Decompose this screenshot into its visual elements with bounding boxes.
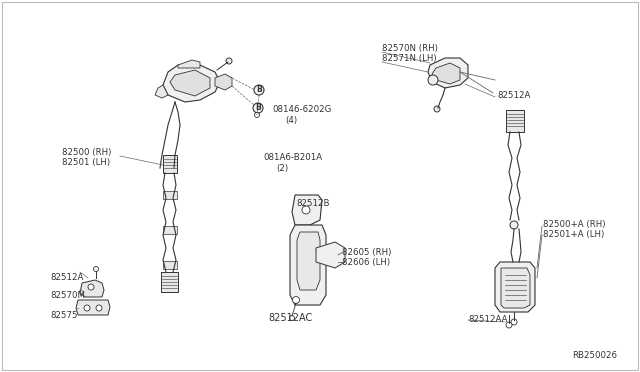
Circle shape	[428, 75, 438, 85]
Text: (2): (2)	[276, 164, 288, 173]
Polygon shape	[215, 74, 232, 90]
Polygon shape	[170, 70, 210, 96]
Polygon shape	[501, 268, 530, 308]
Polygon shape	[76, 300, 110, 315]
Text: RB250026: RB250026	[572, 352, 617, 360]
Polygon shape	[163, 191, 177, 199]
Text: 82512A: 82512A	[50, 273, 83, 282]
Bar	[506, 110, 524, 132]
Polygon shape	[292, 195, 322, 225]
Text: 82570M: 82570M	[50, 291, 85, 299]
Circle shape	[302, 206, 310, 214]
Text: B: B	[255, 103, 261, 112]
Circle shape	[510, 221, 518, 229]
Polygon shape	[297, 232, 320, 290]
Text: B: B	[256, 86, 262, 94]
Polygon shape	[290, 225, 326, 305]
Text: 82512AA: 82512AA	[468, 315, 508, 324]
Polygon shape	[163, 261, 177, 269]
Circle shape	[88, 284, 94, 290]
Text: (4): (4)	[285, 115, 297, 125]
Text: 82606 (LH): 82606 (LH)	[342, 259, 390, 267]
Circle shape	[255, 112, 259, 118]
Circle shape	[434, 106, 440, 112]
Circle shape	[289, 315, 294, 321]
Text: 82501 (LH): 82501 (LH)	[62, 157, 110, 167]
Polygon shape	[163, 65, 220, 102]
Circle shape	[506, 322, 512, 328]
Bar	[163, 155, 177, 173]
Bar	[161, 272, 178, 292]
Text: 82512B: 82512B	[296, 199, 330, 208]
Text: 82575: 82575	[50, 311, 77, 321]
Polygon shape	[428, 58, 468, 88]
Text: 82500 (RH): 82500 (RH)	[62, 148, 111, 157]
Circle shape	[254, 85, 264, 95]
Text: 82512A: 82512A	[497, 90, 531, 99]
Circle shape	[511, 319, 517, 325]
Circle shape	[84, 305, 90, 311]
Polygon shape	[316, 242, 345, 268]
Circle shape	[292, 296, 300, 304]
Circle shape	[96, 305, 102, 311]
Polygon shape	[80, 280, 104, 297]
Text: 82512AC: 82512AC	[268, 313, 312, 323]
Text: 82500+A (RH): 82500+A (RH)	[543, 221, 605, 230]
Circle shape	[253, 103, 263, 113]
Circle shape	[93, 266, 99, 272]
Text: 82605 (RH): 82605 (RH)	[342, 248, 392, 257]
Text: 081A6-B201A: 081A6-B201A	[263, 154, 322, 163]
Text: 82501+A (LH): 82501+A (LH)	[543, 231, 604, 240]
Polygon shape	[495, 262, 535, 312]
Text: 82571N (LH): 82571N (LH)	[382, 54, 436, 62]
Polygon shape	[163, 226, 177, 234]
Polygon shape	[155, 85, 168, 98]
Text: 82570N (RH): 82570N (RH)	[382, 44, 438, 52]
Text: 08146-6202G: 08146-6202G	[272, 106, 332, 115]
Circle shape	[226, 58, 232, 64]
Polygon shape	[178, 60, 200, 68]
Polygon shape	[432, 63, 460, 84]
